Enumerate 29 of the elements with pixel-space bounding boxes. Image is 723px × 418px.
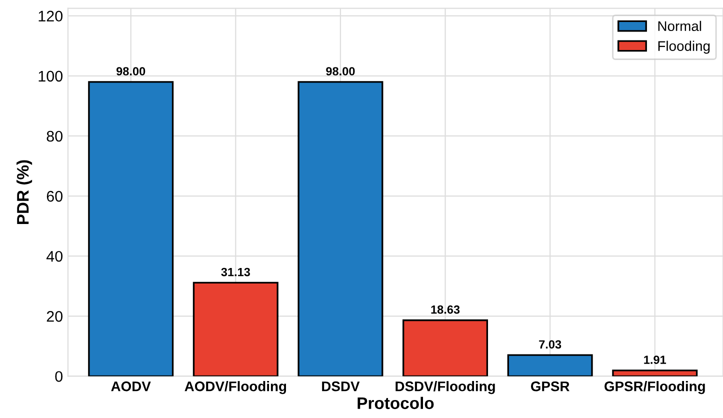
data-label: 31.13	[221, 268, 250, 276]
legend-label: Normal	[658, 20, 702, 32]
x-tick-label: DSDV/Flooding	[396, 381, 495, 394]
y-tick-label: 40	[46, 250, 63, 262]
x-tick-label: GPSR/Flooding	[604, 381, 705, 394]
y-tick-label: 80	[46, 130, 63, 142]
x-tick-label: DSDV	[322, 381, 360, 392]
data-label: 98.00	[116, 67, 146, 76]
x-axis-title: Protocolo	[358, 396, 434, 410]
x-tick-label: AODV	[111, 381, 151, 392]
x-tick-label: AODV/Flooding	[184, 381, 286, 394]
bar	[507, 354, 593, 376]
legend-label: Flooding	[658, 40, 710, 54]
data-label: 98.00	[326, 67, 355, 76]
y-tick-label: 120	[38, 10, 63, 22]
data-label: 18.63	[431, 305, 460, 314]
y-tick-label: 60	[46, 190, 63, 202]
bar	[88, 81, 174, 376]
bar	[192, 282, 278, 376]
y-axis-title: PDR (%)	[16, 160, 32, 224]
data-label: 7.03	[539, 340, 562, 349]
data-label: 1.91	[644, 356, 666, 364]
y-tick-label: 20	[46, 311, 63, 322]
bar	[612, 370, 698, 376]
y-tick-label: 0	[55, 371, 63, 382]
bar	[402, 319, 488, 376]
x-tick-label: GPSR	[530, 381, 570, 392]
y-tick-label: 100	[38, 70, 63, 82]
bar	[298, 81, 384, 376]
